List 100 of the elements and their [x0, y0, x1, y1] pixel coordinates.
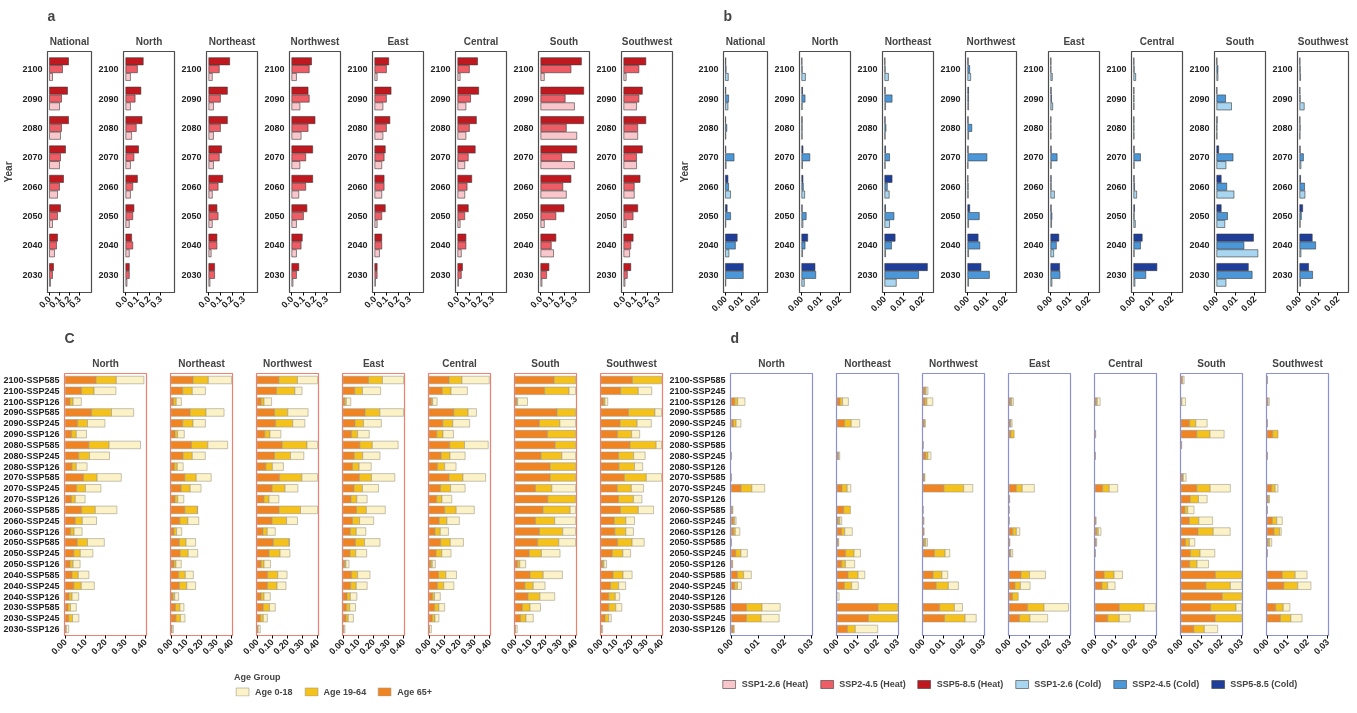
- y-tick-label: 2060: [857, 181, 878, 192]
- y-tick-label: 2050: [1023, 211, 1044, 222]
- y-tick-label: 2100: [698, 64, 719, 75]
- legend-title: Age Group: [234, 671, 282, 682]
- y-tick-label: 2090: [347, 93, 368, 104]
- y-tick-label: 2100-SSP126: [669, 396, 726, 407]
- y-tick-label: 2050: [698, 211, 719, 222]
- chart-title: Central: [1139, 35, 1175, 47]
- y-tick-label: 2040: [698, 240, 719, 251]
- x-tick-label: 0.02: [907, 293, 927, 314]
- chart-title: East: [387, 35, 410, 47]
- y-tick-label: 2060-SSP245: [3, 515, 60, 526]
- y-tick-label: 2040: [596, 240, 617, 251]
- y-tick-label: 2030: [940, 269, 961, 280]
- y-tick-label: 2090-SSP585: [3, 407, 60, 418]
- x-tick-label: 0.01: [1302, 293, 1323, 314]
- chart-title: Southwest: [1272, 357, 1324, 369]
- y-tick-label: 2100: [857, 64, 878, 75]
- y-tick-label: 2060: [596, 181, 617, 192]
- legend-label: Age 19-64: [323, 686, 367, 697]
- y-tick-label: 2100: [1023, 64, 1044, 75]
- y-tick-label: 2040: [1272, 240, 1293, 251]
- y-tick-label: 2070: [857, 152, 878, 163]
- y-tick-label: 2070: [22, 152, 43, 163]
- x-tick-label: 0.01: [1099, 636, 1119, 657]
- y-tick-label: 2100: [430, 64, 451, 75]
- x-tick-label: 0.10: [69, 636, 89, 657]
- y-tick-label: 2030: [1023, 269, 1044, 280]
- x-tick-label: 0.01: [1053, 293, 1074, 314]
- y-tick-label: 2040-SSP126: [669, 591, 726, 602]
- y-tick-label: 2100: [596, 64, 617, 75]
- y-tick-label: 2050: [513, 211, 534, 222]
- x-tick-label: 0.00: [785, 293, 806, 314]
- y-tick-label: 2050: [430, 211, 451, 222]
- x-tick-label: 0.00: [1200, 293, 1221, 314]
- y-tick-label: 2040: [1189, 240, 1210, 251]
- x-tick-label: 0.02: [1291, 636, 1312, 657]
- y-tick-label: 2080: [857, 122, 878, 133]
- y-tick-label: 2090-SSP245: [669, 418, 726, 429]
- chart-title: North: [92, 357, 119, 369]
- chart-title: North: [758, 357, 785, 369]
- y-tick-label: 2060: [98, 181, 119, 192]
- y-tick-label: 2060-SSP585: [3, 504, 60, 515]
- y-tick-label: 2100-SSP126: [3, 396, 60, 407]
- chart-title: Northeast: [178, 357, 226, 369]
- y-tick-label: 2050: [347, 211, 368, 222]
- x-tick-label: 0.01: [726, 293, 746, 314]
- y-tick-label: 2050: [264, 211, 285, 222]
- x-tick-label: 0.02: [861, 636, 882, 657]
- x-tick-label: 0.00: [868, 293, 889, 314]
- y-tick-label: 2090: [22, 93, 43, 104]
- x-tick-label: 0.01: [970, 293, 991, 314]
- y-tick-label: 2100: [1272, 64, 1293, 75]
- y-tick-label: 2030: [1106, 269, 1127, 280]
- chart-title: Northeast: [884, 35, 933, 47]
- y-tick-label: 2060-SSP126: [669, 526, 726, 537]
- y-tick-label: 2080-SSP585: [669, 439, 726, 450]
- y-tick-label: 2040: [430, 240, 451, 251]
- y-tick-label: 2060: [513, 181, 534, 192]
- chart-title: National: [49, 35, 90, 47]
- y-tick-label: 2070-SSP245: [669, 483, 726, 494]
- y-tick-label: 2030: [22, 269, 43, 280]
- chart-title: Central: [1108, 357, 1143, 369]
- x-tick-label: 0.02: [824, 293, 844, 314]
- x-tick-label: 0.00: [1117, 293, 1138, 314]
- x-tick-label: 0.01: [742, 636, 762, 657]
- y-axis-title: Year: [679, 161, 691, 183]
- y-tick-label: 2050-SSP126: [669, 559, 726, 570]
- legend-label: Age 65+: [397, 686, 432, 697]
- y-tick-label: 2080-SSP126: [3, 461, 60, 472]
- y-tick-label: 2080: [347, 122, 368, 133]
- y-tick-label: 2100: [1189, 64, 1210, 75]
- legend-label: SSP5-8.5 (Cold): [1230, 679, 1298, 689]
- x-tick-label: 0.02: [1322, 293, 1342, 314]
- y-tick-label: 2030-SSP245: [669, 613, 726, 624]
- x-tick-label: 0.02: [1073, 293, 1093, 314]
- y-tick-label: 2090: [513, 93, 534, 104]
- y-tick-label: 2070-SSP245: [3, 483, 60, 494]
- y-tick-label: 2060: [1272, 181, 1293, 192]
- y-tick-label: 2090-SSP126: [669, 429, 726, 440]
- y-tick-label: 2090: [1189, 93, 1210, 104]
- x-tick-label: 0.01: [1219, 293, 1240, 314]
- y-tick-label: 2070: [1106, 152, 1127, 163]
- y-tick-label: 2070: [347, 152, 368, 163]
- y-tick-label: 2070: [430, 152, 451, 163]
- chart-title: Northwest: [929, 357, 979, 369]
- x-tick-label: 0.03: [1139, 636, 1160, 657]
- y-tick-label: 2040: [347, 240, 368, 251]
- x-tick-label: 0.03: [967, 636, 988, 657]
- x-tick-label: 0.03: [1053, 636, 1074, 657]
- legend-label: SSP1-2.6 (Heat): [741, 679, 809, 689]
- legend-label: SSP1-2.6 (Cold): [1034, 679, 1102, 689]
- y-tick-label: 2090: [596, 93, 617, 104]
- y-tick-label: 2090: [430, 93, 451, 104]
- y-tick-label: 2040: [181, 240, 202, 251]
- y-tick-label: 2060-SSP585: [669, 504, 726, 515]
- y-tick-label: 2050-SSP126: [3, 559, 60, 570]
- chart-title: South: [1197, 357, 1226, 369]
- chart-title: National: [725, 35, 766, 47]
- y-tick-label: 2030: [857, 269, 878, 280]
